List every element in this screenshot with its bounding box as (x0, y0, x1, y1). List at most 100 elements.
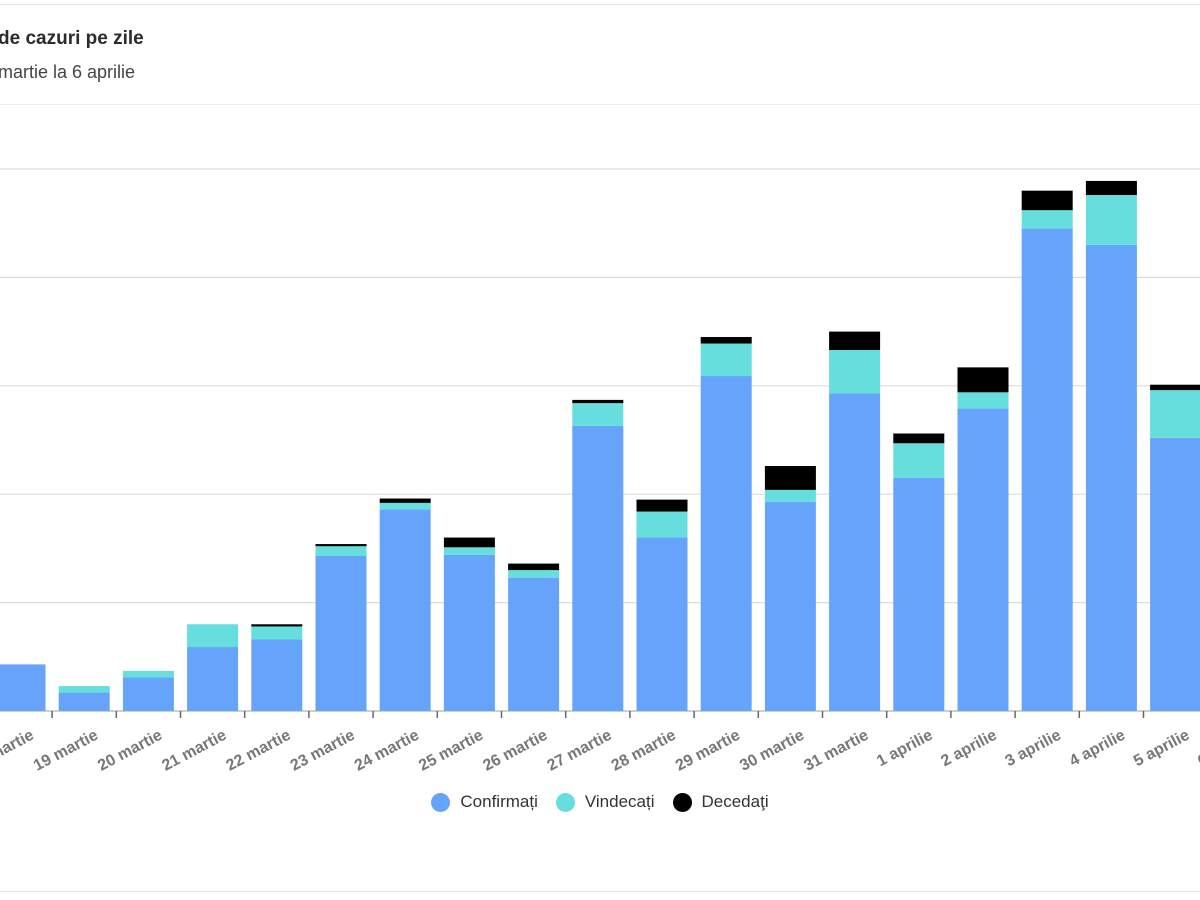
bar-segment-confirmati[interactable] (187, 647, 239, 711)
legend-item-vindecati[interactable]: Vindecați (555, 792, 655, 812)
bar-segment-decedati[interactable] (508, 563, 560, 571)
bar-segment-confirmati[interactable] (700, 376, 752, 711)
bar-group-29-martie (700, 337, 752, 711)
bar-group-18-martie (0, 664, 46, 711)
bottom-rule (0, 891, 1200, 892)
bar-group-28-martie (636, 499, 688, 711)
bar-segment-decedati[interactable] (700, 337, 752, 344)
x-tick-label: 30 martie (737, 727, 807, 775)
bar-group-22-martie (251, 624, 303, 711)
x-tick-label: 5 aprilie (1131, 727, 1192, 770)
bar-segment-vindecati[interactable] (1021, 210, 1073, 229)
x-tick-label: 23 martie (288, 727, 358, 775)
x-tick-label: 19 martie (31, 727, 101, 775)
bar-group-4-aprilie (1085, 180, 1137, 711)
bar-group-23-martie (315, 544, 367, 711)
bar-segment-decedati[interactable] (636, 499, 688, 512)
bar-segment-confirmati[interactable] (122, 677, 174, 711)
bar-segment-decedati[interactable] (572, 399, 624, 404)
bar-segment-vindecati[interactable] (443, 547, 495, 555)
chart-subtitle: martie la 6 aprilie (0, 62, 136, 82)
bar-segment-decedati[interactable] (443, 537, 495, 548)
x-tick-label: 27 martie (545, 727, 615, 775)
bar-segment-confirmati[interactable] (379, 509, 431, 711)
bar-group-2-aprilie (957, 367, 1009, 711)
bar-group-5-aprilie (1150, 384, 1200, 711)
bar-segment-decedati[interactable] (1021, 190, 1073, 211)
bar-segment-decedati[interactable] (829, 331, 881, 351)
bar-segment-vindecati[interactable] (508, 570, 560, 578)
bar-segment-confirmati[interactable] (1021, 228, 1073, 711)
bar-segment-confirmati[interactable] (572, 425, 624, 711)
bar-group-26-martie (508, 563, 560, 711)
bar-segment-decedati[interactable] (379, 498, 431, 503)
x-tick-label: 18 martie (0, 727, 37, 775)
bar-segment-decedati[interactable] (957, 367, 1009, 393)
bar-segment-vindecati[interactable] (829, 350, 881, 394)
bar-segment-decedati[interactable] (893, 433, 945, 444)
bar-segment-confirmati[interactable] (893, 477, 945, 711)
x-tick-label: 28 martie (609, 727, 679, 775)
x-tick-label: 21 martie (159, 727, 229, 775)
bar-segment-confirmati[interactable] (957, 408, 1009, 711)
header-divider (0, 104, 1200, 105)
bar-group-21-martie (187, 624, 239, 711)
bar-segment-confirmati[interactable] (443, 554, 495, 711)
x-tick-label: 31 martie (801, 727, 871, 775)
bar-segment-confirmati[interactable] (58, 692, 110, 711)
x-tick-label: 3 aprilie (1003, 727, 1064, 770)
bar-segment-vindecati[interactable] (636, 511, 688, 538)
x-tick-label: 25 martie (416, 727, 486, 775)
bar-segment-decedati[interactable] (1150, 384, 1200, 391)
bar-segment-confirmati[interactable] (315, 555, 367, 711)
bar-group-20-martie (122, 670, 174, 711)
chart-title: de cazuri pe zile (0, 28, 144, 49)
legend-item-confirmati[interactable]: Confirmați (431, 792, 538, 812)
x-tick-label: 29 martie (673, 727, 743, 775)
bar-segment-vindecati[interactable] (315, 546, 367, 556)
bar-segment-confirmati[interactable] (636, 537, 688, 711)
bar-segment-decedati[interactable] (315, 544, 367, 547)
bar-group-24-martie (379, 498, 431, 711)
bar-segment-vindecati[interactable] (893, 443, 945, 478)
legend-label-vindecati: Vindecați (584, 792, 655, 811)
bar-segment-confirmati[interactable] (251, 639, 303, 711)
bar-segment-vindecati[interactable] (572, 403, 624, 426)
bar-segment-vindecati[interactable] (700, 343, 752, 377)
bar-segment-vindecati[interactable] (187, 624, 239, 648)
bar-segment-confirmati[interactable] (1085, 244, 1137, 711)
bar-group-19-martie (58, 686, 110, 711)
bar-segment-confirmati[interactable] (1150, 437, 1200, 711)
bar-segment-decedati[interactable] (1085, 180, 1137, 196)
bar-group-1-aprilie (893, 433, 945, 711)
bar-segment-vindecati[interactable] (122, 670, 174, 678)
bar-segment-confirmati[interactable] (764, 501, 816, 711)
x-tick-label: 24 martie (352, 727, 422, 775)
legend-item-decedati[interactable]: Decedaţi (672, 792, 769, 812)
bar-segment-vindecati[interactable] (58, 686, 110, 693)
bar-group-25-martie (443, 537, 495, 711)
bar-segment-decedati[interactable] (764, 466, 816, 490)
bar-group-3-aprilie (1021, 190, 1073, 711)
x-tick-label: 1 aprilie (874, 727, 935, 770)
x-tick-label: 2 aprilie (938, 727, 999, 770)
x-tick-label: 6 aprilie (1195, 727, 1200, 770)
bar-segment-vindecati[interactable] (379, 502, 431, 510)
bar-segment-vindecati[interactable] (1150, 390, 1200, 438)
bar-segment-confirmati[interactable] (829, 393, 881, 711)
bar-segment-vindecati[interactable] (1085, 195, 1137, 245)
bar-segment-vindecati[interactable] (251, 626, 303, 640)
bar-segment-decedati[interactable] (251, 624, 303, 627)
legend-label-confirmati: Confirmați (460, 792, 538, 811)
bar-segment-vindecati[interactable] (764, 489, 816, 502)
x-tick-label: 22 martie (224, 727, 294, 775)
bar-segment-vindecati[interactable] (957, 392, 1009, 409)
bar-group-31-martie (829, 331, 881, 711)
top-rule (0, 4, 1200, 5)
bar-segment-confirmati[interactable] (0, 664, 46, 711)
x-tick-label: 26 martie (480, 727, 550, 775)
legend-swatch-decedati (672, 792, 692, 812)
bar-segment-confirmati[interactable] (508, 577, 560, 711)
